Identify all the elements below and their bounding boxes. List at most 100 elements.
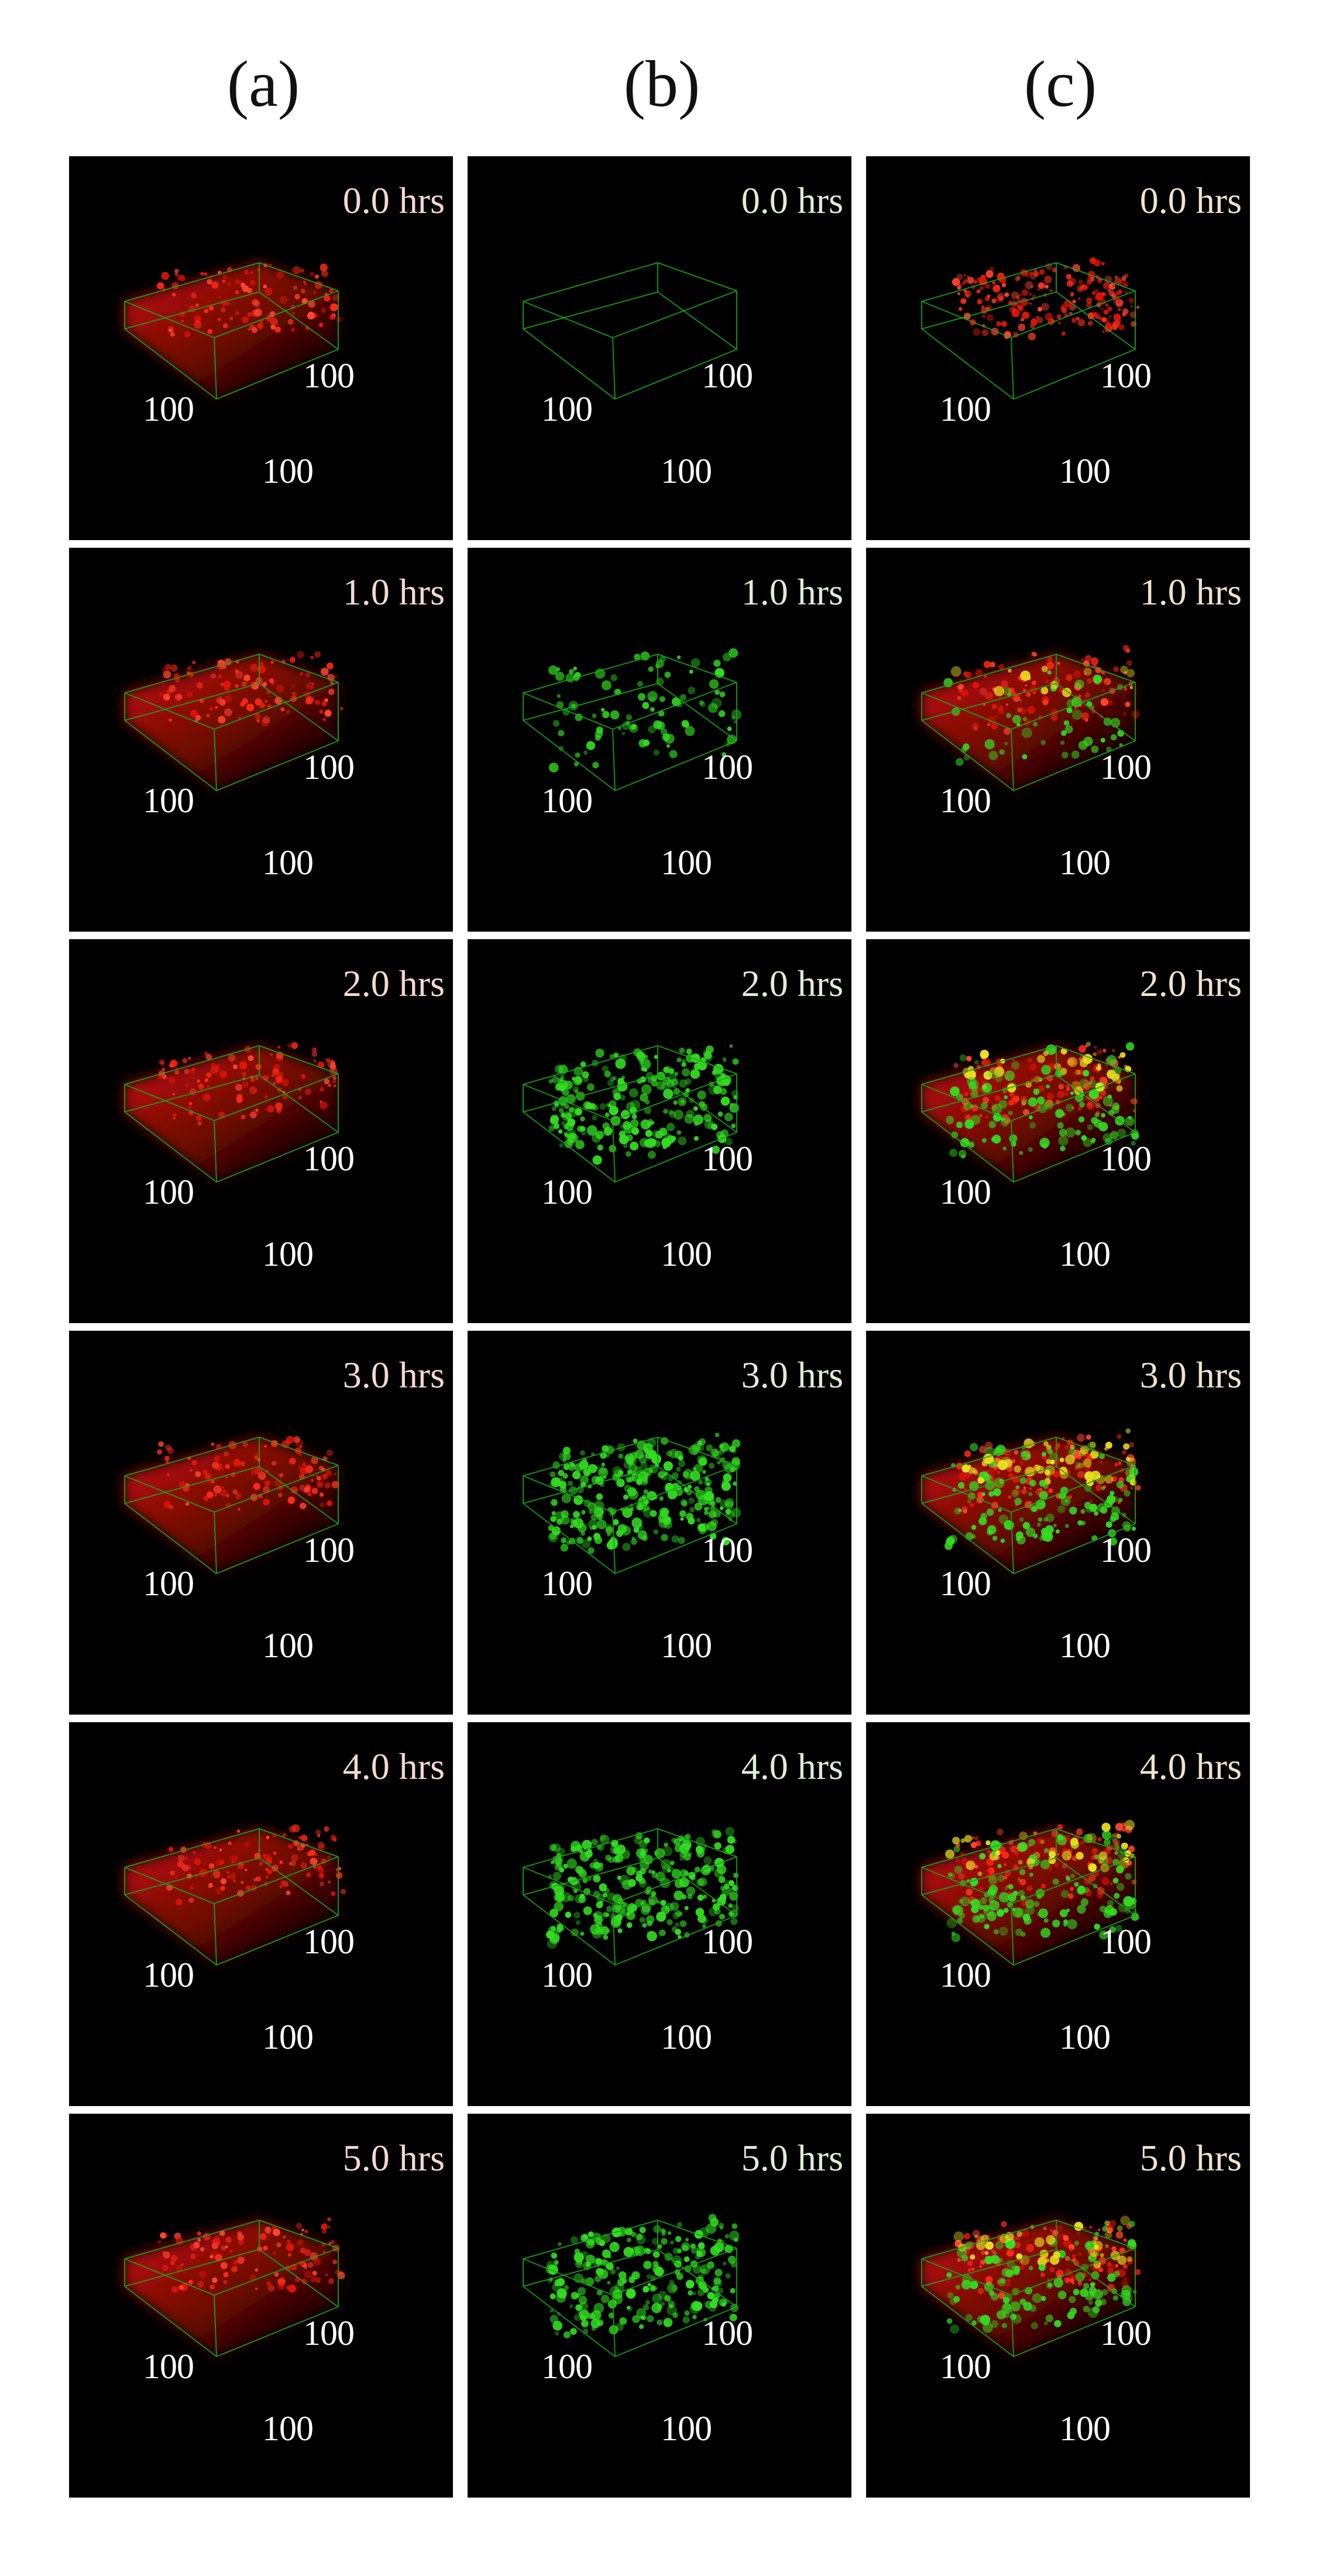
axis-label-right: 100: [1100, 748, 1152, 786]
axis-label-bottom: 100: [661, 1235, 712, 1273]
panel-b-4: 4.0 hrs 100 100 100: [468, 1722, 851, 2106]
axis-label-left: 100: [541, 1564, 593, 1603]
axis-label-bottom: 100: [262, 1626, 314, 1665]
axis-label-bottom: 100: [1059, 452, 1111, 490]
axis-label-bottom: 100: [1059, 2409, 1111, 2448]
axis-label-left: 100: [143, 1173, 194, 1211]
volume-render: [921, 257, 1140, 400]
panel-c-2: 2.0 hrs 100 100 100: [866, 939, 1250, 1323]
time-label: 1.0 hrs: [342, 571, 445, 613]
volume-render: [921, 2216, 1141, 2357]
panel-b-3: 3.0 hrs 100 100 100: [468, 1331, 851, 1715]
axis-label-bottom: 100: [1059, 2018, 1111, 2056]
axis-label-right: 100: [702, 356, 753, 395]
axis-label-right: 100: [702, 2314, 753, 2352]
axis-label-right: 100: [1100, 1922, 1152, 1961]
volume-render: [124, 651, 344, 791]
panel-c-0: 0.0 hrs 100 100 100: [866, 156, 1250, 540]
volume-render: [523, 648, 742, 791]
panel-b-2: 2.0 hrs 100 100 100: [468, 939, 851, 1323]
column-label-a: (a): [226, 48, 300, 121]
axis-label-bottom: 100: [1059, 843, 1111, 882]
axis-label-left: 100: [940, 1173, 991, 1211]
axis-label-left: 100: [940, 781, 991, 820]
panel-c-1: 1.0 hrs 100 100 100: [866, 548, 1250, 932]
axis-label-bottom: 100: [262, 2018, 314, 2056]
axis-label-left: 100: [541, 781, 593, 820]
axis-label-right: 100: [303, 356, 355, 395]
axis-label-left: 100: [940, 2347, 991, 2386]
time-label: 2.0 hrs: [1139, 963, 1242, 1004]
axis-label-left: 100: [143, 2347, 194, 2386]
volume-render: [124, 1435, 339, 1574]
panel-a-2: 2.0 hrs 100 100 100: [69, 939, 453, 1323]
axis-label-bottom: 100: [262, 843, 314, 882]
axis-label-left: 100: [940, 1564, 991, 1603]
time-label: 2.0 hrs: [342, 963, 445, 1004]
panel-c-5: 5.0 hrs 100 100 100: [866, 2114, 1250, 2498]
time-label: 3.0 hrs: [1139, 1354, 1242, 1396]
axis-label-bottom: 100: [262, 452, 314, 490]
panel-a-1: 1.0 hrs 100 100 100: [69, 548, 453, 932]
axis-label-right: 100: [702, 1531, 753, 1569]
axis-label-left: 100: [143, 781, 194, 820]
axis-label-right: 100: [303, 2314, 355, 2352]
volume-render: [124, 262, 342, 400]
axis-label-right: 100: [303, 1139, 355, 1178]
time-label: 5.0 hrs: [342, 2137, 445, 2179]
image-grid: 0.0 hrs 100 100 100 0.0 hrs 100 100 100 0.0 hrs 1…: [69, 156, 1250, 2557]
time-label: 0.0 hrs: [342, 180, 445, 221]
volume-render: [921, 1428, 1141, 1574]
axis-label-bottom: 100: [661, 843, 712, 882]
axis-label-left: 100: [541, 1173, 593, 1211]
axis-label-bottom: 100: [1059, 1235, 1111, 1273]
axis-label-left: 100: [940, 390, 991, 428]
volume-render: [921, 1819, 1139, 1966]
axis-label-bottom: 100: [262, 2409, 314, 2448]
axis-label-right: 100: [1100, 1531, 1152, 1569]
volume-render: [523, 2214, 740, 2357]
axis-label-right: 100: [303, 1531, 355, 1569]
volume-render: [124, 1824, 346, 1966]
axis-label-left: 100: [143, 1564, 194, 1603]
axis-label-right: 100: [702, 1139, 753, 1178]
panel-b-5: 5.0 hrs 100 100 100: [468, 2114, 851, 2498]
column-label-b: (b): [623, 48, 700, 121]
axis-label-left: 100: [541, 390, 593, 428]
axis-label-bottom: 100: [661, 2018, 712, 2056]
axis-label-left: 100: [143, 390, 194, 428]
time-label: 4.0 hrs: [1139, 1746, 1242, 1787]
volume-render: [523, 262, 737, 400]
volume-render: [124, 1042, 339, 1183]
time-label: 4.0 hrs: [741, 1746, 843, 1787]
panel-a-4: 4.0 hrs 100 100 100: [69, 1722, 453, 2106]
time-label: 0.0 hrs: [741, 180, 843, 221]
panel-b-1: 1.0 hrs 100 100 100: [468, 548, 851, 932]
axis-label-bottom: 100: [661, 452, 712, 490]
axis-label-left: 100: [940, 1956, 991, 1994]
axis-label-right: 100: [702, 1922, 753, 1961]
panel-a-0: 0.0 hrs 100 100 100: [69, 156, 453, 540]
axis-label-right: 100: [702, 748, 753, 786]
panel-c-4: 4.0 hrs 100 100 100: [866, 1722, 1250, 2106]
column-label-c: (c): [1023, 48, 1097, 121]
axis-label-left: 100: [541, 1956, 593, 1994]
time-label: 3.0 hrs: [741, 1354, 843, 1396]
volume-render: [921, 645, 1140, 791]
time-label: 3.0 hrs: [342, 1354, 445, 1396]
axis-label-bottom: 100: [661, 2409, 712, 2448]
volume-render: [523, 1827, 740, 1966]
volume-render: [921, 1042, 1139, 1183]
axis-label-right: 100: [1100, 1139, 1152, 1178]
axis-label-right: 100: [1100, 356, 1152, 395]
axis-label-right: 100: [303, 748, 355, 786]
panel-c-3: 3.0 hrs 100 100 100: [866, 1331, 1250, 1715]
panel-a-5: 5.0 hrs 100 100 100: [69, 2114, 453, 2498]
time-label: 4.0 hrs: [342, 1746, 445, 1787]
panel-a-3: 3.0 hrs 100 100 100: [69, 1331, 453, 1715]
volume-render: [523, 1044, 739, 1183]
time-label: 0.0 hrs: [1139, 180, 1242, 221]
axis-label-left: 100: [541, 2347, 593, 2386]
axis-label-bottom: 100: [262, 1235, 314, 1273]
time-label: 5.0 hrs: [741, 2137, 843, 2179]
